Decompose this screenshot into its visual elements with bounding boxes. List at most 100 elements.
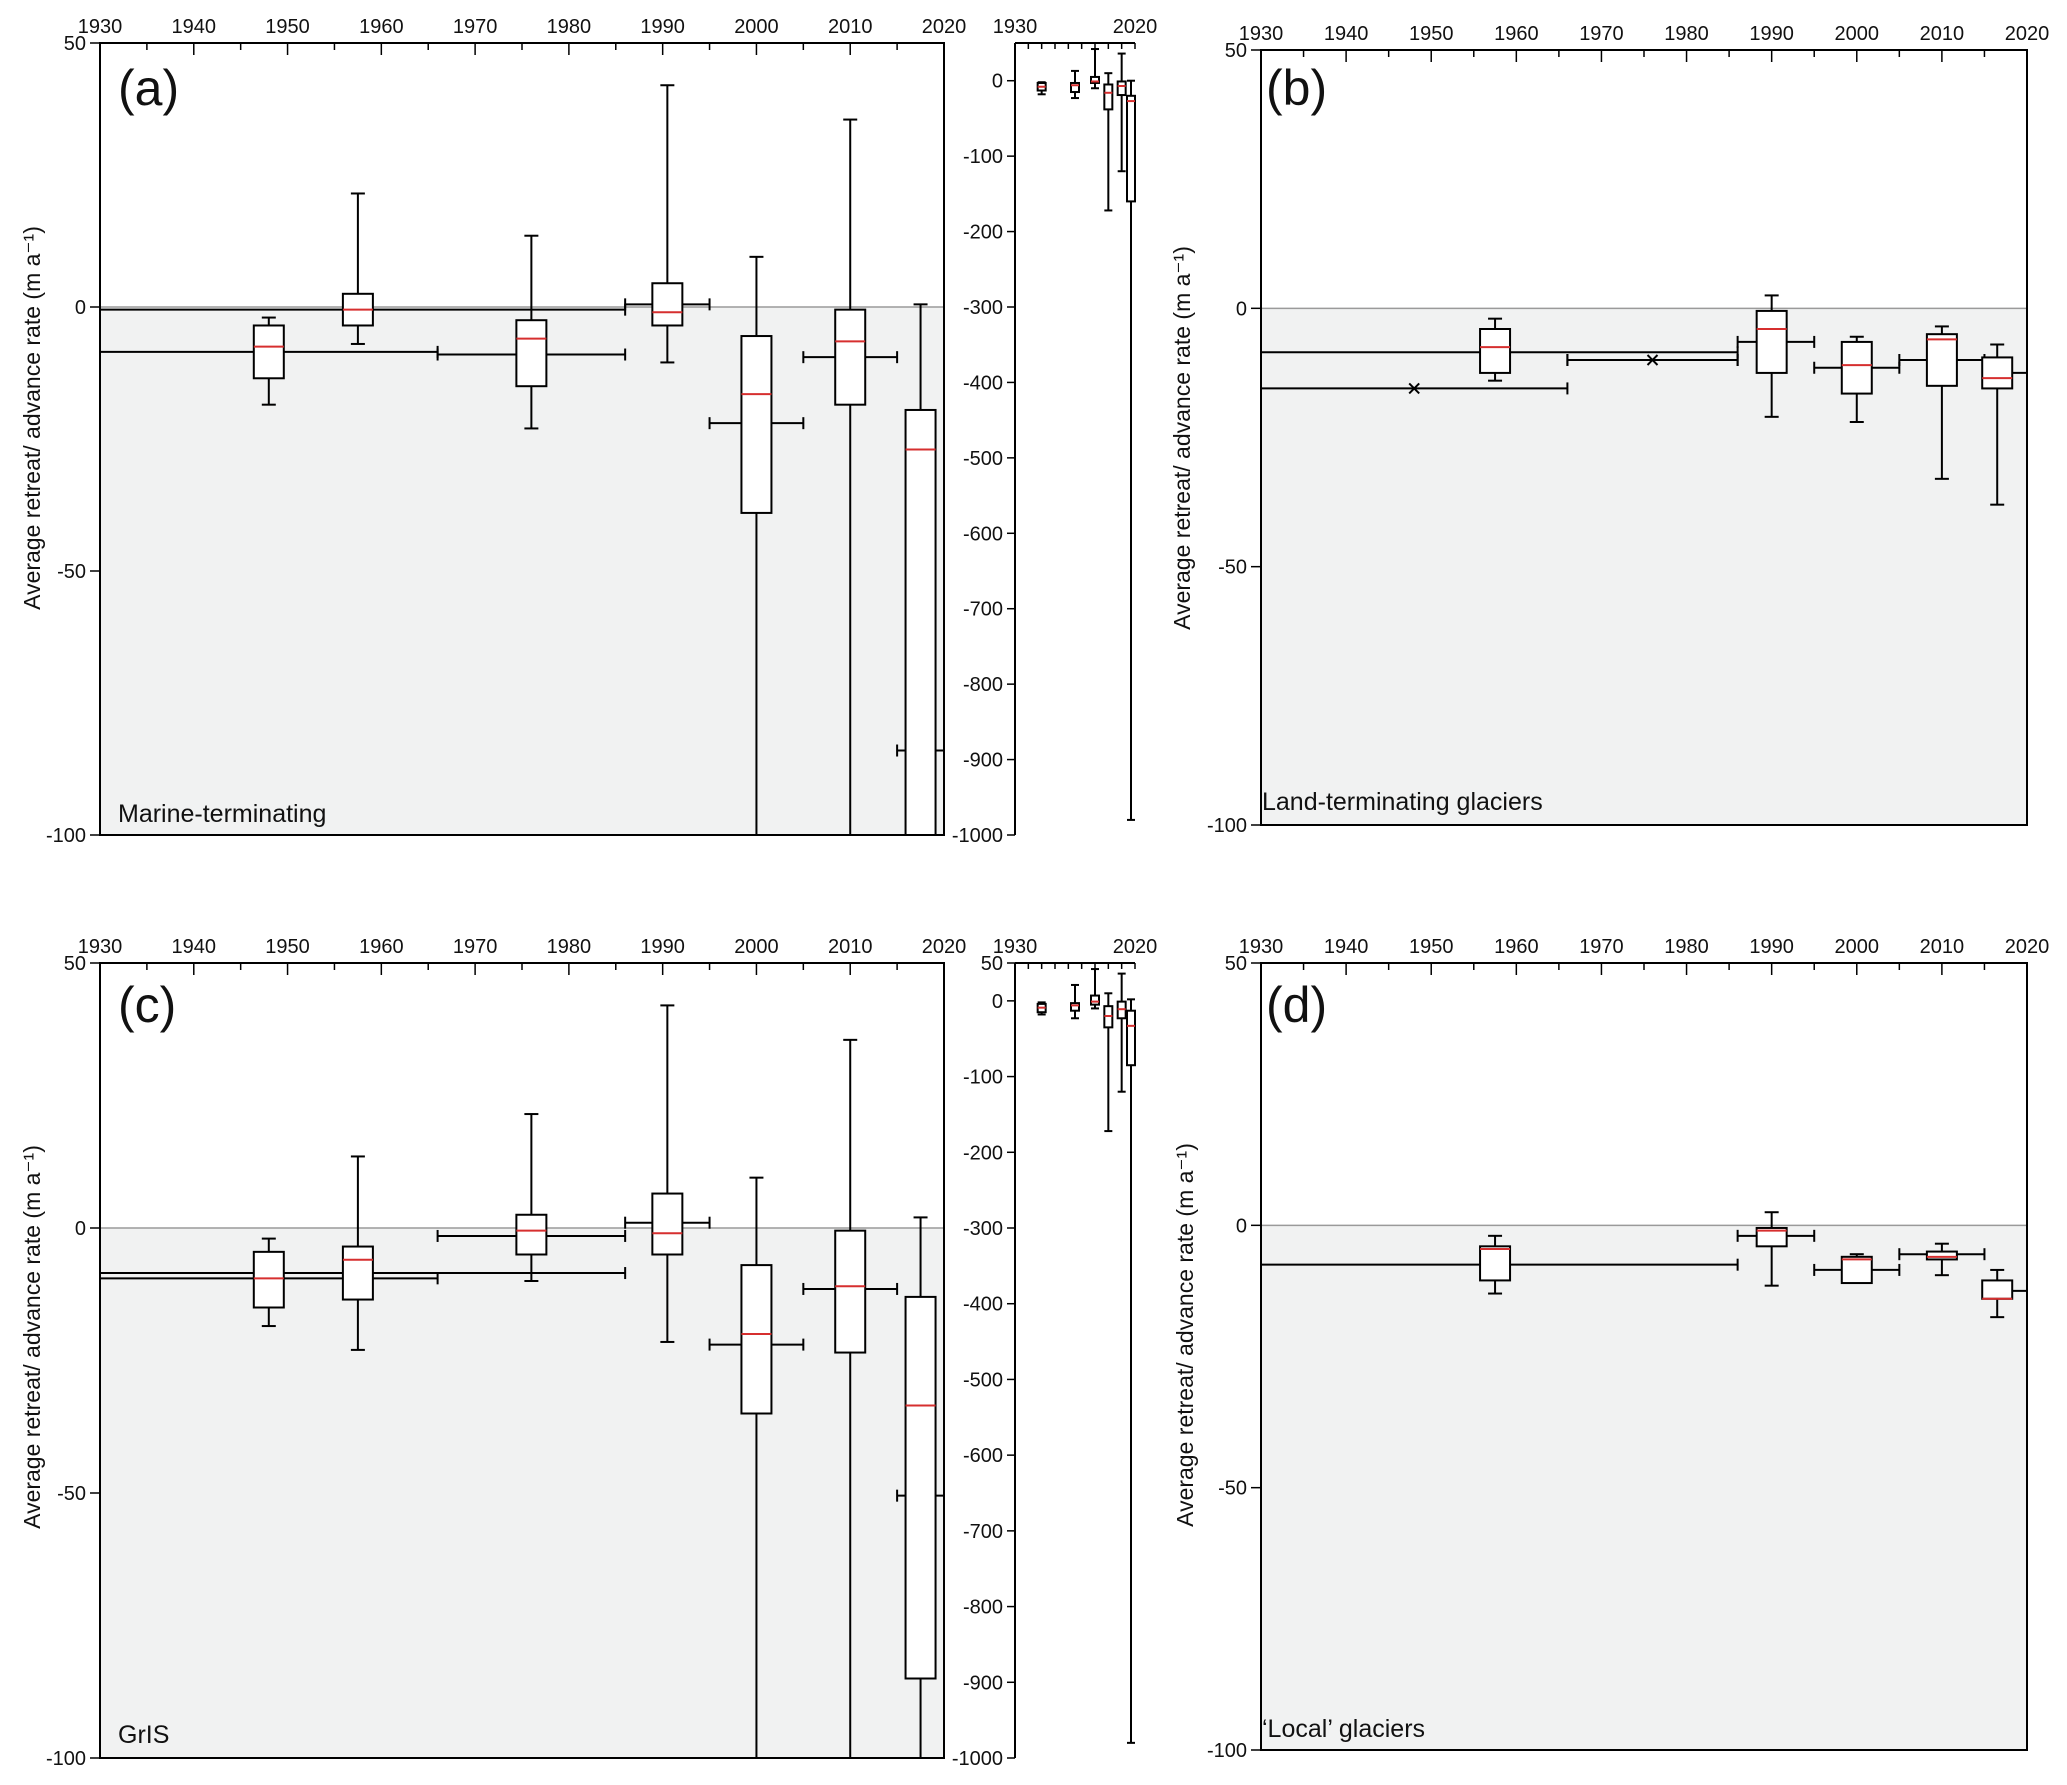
panel-a-frame bbox=[99, 42, 945, 836]
panel-d-x-tick-label: 2020 bbox=[2005, 936, 2050, 958]
panel-d-x-tick-label: 1930 bbox=[1239, 936, 1284, 958]
panel-d-box-2010-box bbox=[1925, 1250, 1958, 1261]
panel-b-x-tick-label: 1980 bbox=[1664, 23, 1709, 45]
panel-b-x-tick-label: 1930 bbox=[1239, 23, 1284, 45]
panel-b-box-2016.5-box bbox=[1981, 356, 2014, 390]
panel-d-y-tick-label: -100 bbox=[1207, 1740, 1247, 1762]
panel-a-inset-y-tick-label: -900 bbox=[963, 750, 1003, 772]
panel-c-y-tick-label: -100 bbox=[46, 1748, 86, 1770]
panel-b-frame bbox=[1260, 49, 2028, 826]
panel-b-box-1990-box bbox=[1755, 309, 1788, 374]
panel-a-inset-box-2017-box bbox=[1126, 94, 1136, 203]
panel-d: 1930 1940 1950 1960 1970 1980 1990 2000 2010 2020… bbox=[1172, 936, 2049, 1762]
panel-c-inset-x-tick-label: 2020 bbox=[1113, 936, 1158, 958]
panel-d-x-tick-label: 1980 bbox=[1664, 936, 1709, 958]
panel-d-retreat-region bbox=[1261, 1225, 2027, 1750]
panel-c-inset-y-tick-label: 50 bbox=[981, 953, 1003, 975]
panel-c-box-1957.5-box bbox=[341, 1245, 374, 1301]
panel-d-plot-layer: 1930 1940 1950 1960 1970 1980 1990 2000 2010 2020… bbox=[1207, 936, 2049, 1762]
panel-b-plot-layer: 1930 1940 1950 1960 1970 1980 1990 2000 2010 2020… bbox=[1207, 23, 2049, 837]
panel-c-x-tick-label: 1940 bbox=[172, 936, 217, 958]
panel-a-inset-y-tick-label: -600 bbox=[963, 523, 1003, 545]
panel-b-x-tick-label: 2000 bbox=[1835, 23, 1880, 45]
panel-b-box-2000-box bbox=[1840, 340, 1873, 395]
panel-a: 1930 1940 1950 1960 1970 1980 1990 2000 2010 2020… bbox=[19, 16, 966, 847]
panel-b-x-tick-label: 2020 bbox=[2005, 23, 2050, 45]
panel-c-inset: 1930 2020 50 0 -100 -200 -300 -400 -500 -600 -700 -… bbox=[952, 936, 1157, 1770]
panel-a-inset-box-2000-box bbox=[1103, 83, 1114, 111]
panel-b-y-tick-label: -50 bbox=[1218, 557, 1247, 579]
panel-c-box-1990.5-box bbox=[651, 1192, 684, 1256]
panel-d-x-tick-label: 2000 bbox=[1835, 936, 1880, 958]
panel-b-y-tick-label: 0 bbox=[1236, 298, 1247, 320]
panel-d-x-tick-label: 1970 bbox=[1579, 936, 1624, 958]
panel-a-retreat-region bbox=[100, 307, 944, 835]
panel-a-y-tick-label: 50 bbox=[64, 33, 86, 55]
panel-c-x-tick-label: 1990 bbox=[640, 936, 685, 958]
panel-a-inset-y-tick-label: -200 bbox=[963, 222, 1003, 244]
panel-c-inset-x-tick-label: 1930 bbox=[993, 936, 1038, 958]
panel-d-y-axis-label: Average retreat/ advance rate (m a⁻¹) bbox=[1172, 1143, 1198, 1527]
panel-c-plot-layer: 1930 1940 1950 1960 1970 1980 1990 2000 2010 2020… bbox=[46, 936, 966, 1770]
panel-a-inset-box-2010-box bbox=[1116, 80, 1127, 97]
panel-b-letter: (b) bbox=[1266, 60, 1327, 116]
panel-c-caption: GrIS bbox=[118, 1721, 169, 1749]
panel-c-letter: (c) bbox=[118, 977, 176, 1033]
panel-b-cross-marker bbox=[1646, 354, 1659, 366]
panel-d-y-tick-label: -50 bbox=[1218, 1478, 1247, 1500]
panel-a-box-1976-box bbox=[515, 319, 548, 388]
panel-a-x-tick-label: 1950 bbox=[265, 16, 310, 38]
panel-c-inset-y-tick-label: -1000 bbox=[952, 1748, 1003, 1770]
panel-d-frame bbox=[1260, 962, 2028, 1751]
panel-d-box-1957.5-box bbox=[1479, 1245, 1512, 1282]
panel-c-x-tick-label: 2000 bbox=[734, 936, 779, 958]
panel-c-x-tick-label: 1980 bbox=[547, 936, 592, 958]
panel-c-box-1976-box bbox=[515, 1213, 548, 1256]
panel-d-x-tick-label: 1960 bbox=[1494, 936, 1539, 958]
panel-d-box-2016.5-box bbox=[1981, 1279, 2014, 1300]
panel-c-inset-box-1990-box bbox=[1090, 994, 1100, 1006]
panel-a-inset-y-tick-label: -1000 bbox=[952, 825, 1003, 847]
panel-c-inset-y-tick-label: -300 bbox=[963, 1218, 1003, 1240]
panel-c-x-tick-label: 1930 bbox=[78, 936, 123, 958]
panel-c-x-tick-label: 2010 bbox=[828, 936, 873, 958]
panel-c: 1930 1940 1950 1960 1970 1980 1990 2000 2010 2020… bbox=[19, 936, 966, 1770]
panel-c-x-tick-label: 1970 bbox=[453, 936, 498, 958]
panel-c-inset-y-tick-label: -900 bbox=[963, 1672, 1003, 1694]
panel-a-x-tick-label: 2010 bbox=[828, 16, 873, 38]
panel-a-y-tick-label: 0 bbox=[75, 297, 86, 319]
panel-b-box-1957.5-box bbox=[1479, 328, 1512, 374]
panel-d-x-tick-label: 1950 bbox=[1409, 936, 1454, 958]
panel-c-y-tick-label: 0 bbox=[75, 1218, 86, 1240]
panel-c-inset-y-tick-label: -500 bbox=[963, 1369, 1003, 1391]
panel-a-inset: 1930 2020 0 -100 -200 -300 -400 -500 -600 -700 -80… bbox=[952, 16, 1157, 847]
panel-c-y-axis-label: Average retreat/ advance rate (m a⁻¹) bbox=[19, 1145, 45, 1529]
panel-a-inset-y-tick-label: 0 bbox=[992, 71, 1003, 93]
panel-a-x-tick-label: 1930 bbox=[78, 16, 123, 38]
panel-a-inset-x-tick-label: 2020 bbox=[1113, 16, 1158, 38]
panel-a-box-2017.5-box bbox=[904, 408, 937, 836]
panel-b-x-tick-label: 2010 bbox=[1920, 23, 1965, 45]
panel-a-inset-y-tick-label: -700 bbox=[963, 599, 1003, 621]
panel-a-box-1990.5-box bbox=[651, 282, 684, 327]
panel-d-box-2000-box bbox=[1840, 1255, 1873, 1285]
panel-a-x-tick-label: 1970 bbox=[453, 16, 498, 38]
panel-b-box-2010-box bbox=[1925, 333, 1958, 387]
panel-d-caption: ‘Local’ glaciers bbox=[1262, 1715, 1425, 1743]
panel-c-x-tick-label: 2020 bbox=[922, 936, 967, 958]
panel-b-x-tick-label: 1940 bbox=[1324, 23, 1369, 45]
panel-a-box-2010-box bbox=[834, 308, 867, 406]
panel-b-x-tick-label: 1960 bbox=[1494, 23, 1539, 45]
panel-a-inset-y-tick-label: -500 bbox=[963, 448, 1003, 470]
panel-a-caption: Marine-terminating bbox=[118, 800, 326, 828]
panel-a-x-tick-label: 1940 bbox=[172, 16, 217, 38]
panel-c-inset-y-tick-label: -100 bbox=[963, 1067, 1003, 1089]
panel-b-x-tick-label: 1970 bbox=[1579, 23, 1624, 45]
panel-b-y-tick-label: -100 bbox=[1207, 815, 1247, 837]
panel-c-inset-y-tick-label: -600 bbox=[963, 1445, 1003, 1467]
panel-c-x-tick-label: 1960 bbox=[359, 936, 404, 958]
panel-a-y-tick-label: -100 bbox=[46, 825, 86, 847]
panel-a-y-axis-label: Average retreat/ advance rate (m a⁻¹) bbox=[19, 226, 45, 610]
panel-d-box-1990-box bbox=[1755, 1226, 1788, 1248]
